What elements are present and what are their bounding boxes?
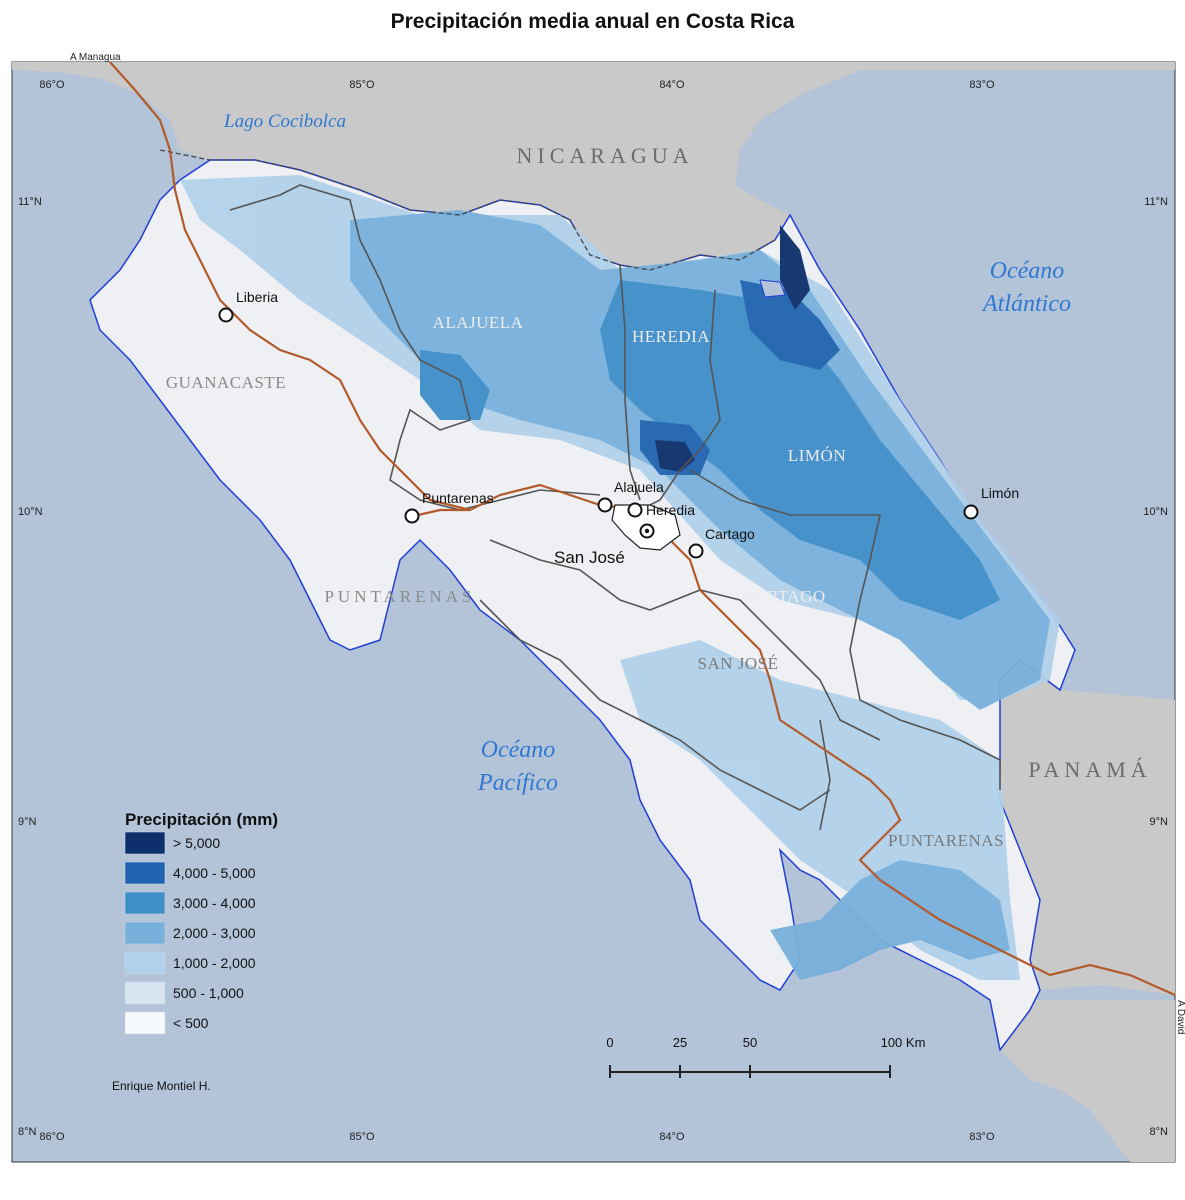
province-label-limon: LIMÓN: [788, 446, 846, 465]
scale-bar: 0 25 50 100 Km: [606, 1035, 925, 1078]
lon-top-85: 85°O: [349, 79, 375, 91]
scale-tick-50: 50: [743, 1035, 757, 1050]
legend-label: 3,000 - 4,000: [173, 895, 256, 911]
lat-left-10: 10°N: [18, 506, 43, 518]
city-label-puntarenas: Puntarenas: [422, 490, 494, 506]
lat-left-9: 9°N: [18, 816, 37, 828]
lon-top-83: 83°O: [969, 79, 995, 91]
interamericana-north: [109, 61, 641, 512]
zone-over-5000-north: [780, 225, 810, 310]
legend-swatch: [124, 951, 166, 975]
legend-swatch: [124, 891, 166, 915]
lat-right-8: 8°N: [1150, 1126, 1169, 1138]
legend-label: < 500: [173, 1015, 209, 1031]
legend-label: > 5,000: [173, 835, 220, 851]
city-markers: [218, 307, 979, 559]
zone-3000-4000: [600, 280, 1000, 620]
coordinate-labels: 86°O 85°O 84°O 83°O 86°O 85°O 84°O 83°O …: [18, 79, 1168, 1143]
national-border: [159, 149, 776, 271]
legend-label: 4,000 - 5,000: [173, 865, 256, 881]
interamericana-south: [639, 519, 1176, 997]
lake-label-cocibolca: Lago Cocibolca: [223, 111, 346, 132]
lake-arenal: [759, 279, 786, 298]
city-label-heredia: Heredia: [646, 502, 695, 518]
legend-swatch: [124, 861, 166, 885]
legend-title: Precipitación (mm): [125, 810, 278, 829]
page-title: Precipitación media anual en Costa Rica: [390, 10, 795, 33]
ocean-label-atlantic-1: Océano: [990, 258, 1065, 284]
lon-bottom-83: 83°O: [969, 1131, 995, 1143]
legend: Precipitación (mm) > 5,000 4,000 - 5,000 3…: [124, 810, 278, 1035]
province-label-cartago: CARTAGO: [742, 587, 825, 606]
legend-label: 2,000 - 3,000: [173, 925, 256, 941]
city-label-alajuela: Alajuela: [614, 479, 664, 495]
city-marker-cartago: [688, 543, 704, 559]
legend-label: 500 - 1,000: [173, 985, 244, 1001]
country-label-nicaragua: NICARAGUA: [517, 143, 694, 168]
legend-swatch: [124, 921, 166, 945]
city-marker-liberia: [218, 307, 234, 323]
city-label-liberia: Liberia: [236, 289, 278, 305]
province-label-san-jose: SAN JOSÉ: [698, 654, 779, 673]
scale-tick-0: 0: [606, 1035, 613, 1050]
lon-bottom-84: 84°O: [659, 1131, 685, 1143]
lat-right-11: 11°N: [1144, 196, 1168, 208]
lat-right-9: 9°N: [1150, 816, 1169, 828]
city-marker-limon: [963, 504, 979, 520]
city-marker-puntarenas: [404, 508, 420, 524]
capital-dot-icon: [644, 528, 650, 534]
city-label-cartago: Cartago: [705, 526, 755, 542]
legend-items: > 5,000 4,000 - 5,000 3,000 - 4,000 2,000 -…: [124, 831, 256, 1035]
city-marker-heredia: [627, 502, 643, 518]
province-label-heredia: HEREDIA: [632, 327, 710, 346]
road-note-managua: A Managua: [70, 52, 121, 63]
country-label-panama: PANAMÁ: [1028, 757, 1151, 782]
province-label-puntarenas-north: PUNTARENAS: [324, 587, 475, 606]
lon-bottom-85: 85°O: [349, 1131, 375, 1143]
province-label-guanacaste: GUANACASTE: [166, 373, 286, 392]
legend-swatch: [124, 981, 166, 1005]
panama-land: [990, 660, 1175, 1162]
lon-bottom-86: 86°O: [39, 1131, 65, 1143]
zone-2000-3000-south: [770, 860, 1010, 980]
lon-top-84: 84°O: [659, 79, 685, 91]
legend-label: 1,000 - 2,000: [173, 955, 256, 971]
legend-swatch: [124, 831, 166, 855]
road-note-david: A David: [1175, 1000, 1185, 1034]
ocean-label-pacific-2: Pacífico: [477, 770, 558, 796]
province-label-puntarenas-south: PUNTARENAS: [888, 831, 1004, 850]
lon-top-86: 86°O: [39, 79, 65, 91]
lat-right-10: 10°N: [1143, 506, 1168, 518]
zone-3000-4000-west: [420, 350, 490, 420]
nicaragua-land: [12, 62, 1175, 270]
zone-4000-5000: [740, 280, 840, 370]
precipitation-zones: [180, 175, 1060, 980]
city-label-limon: Limón: [981, 485, 1019, 501]
scale-tick-100: 100 Km: [881, 1035, 926, 1050]
ocean-label-pacific-1: Océano: [481, 737, 556, 763]
lat-left-11: 11°N: [18, 196, 42, 208]
lat-left-8: 8°N: [18, 1126, 37, 1138]
province-label-alajuela: ALAJUELA: [433, 313, 524, 332]
scale-tick-25: 25: [673, 1035, 687, 1050]
city-label-san-jose: San José: [554, 548, 625, 567]
city-marker-alajuela: [597, 497, 613, 513]
ocean-label-atlantic-2: Atlántico: [981, 291, 1071, 317]
legend-swatch: [124, 1011, 166, 1035]
author-credit: Enrique Montiel H.: [112, 1079, 211, 1093]
